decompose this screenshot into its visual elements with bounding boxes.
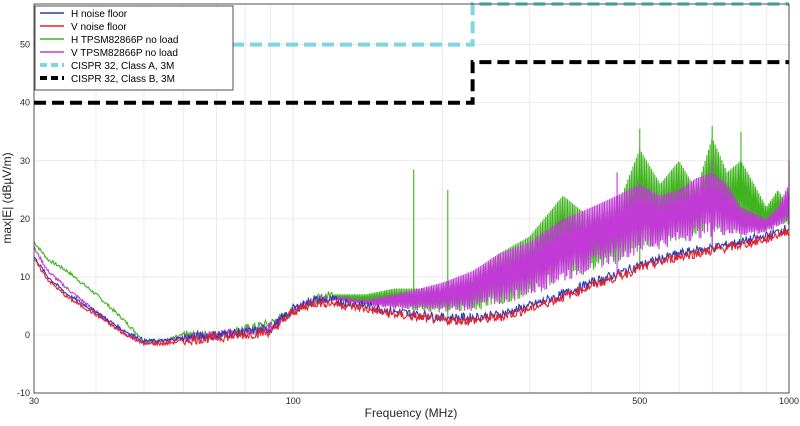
y-tick-label: -10 — [17, 388, 30, 398]
series-line — [33, 172, 790, 346]
legend-label: H noise floor — [71, 9, 128, 20]
legend-box — [34, 5, 234, 91]
y-axis-ticks: -10 0 10 20 30 40 50 — [17, 40, 30, 398]
y-tick-label: 50 — [20, 40, 30, 50]
y-tick-label: 30 — [20, 156, 30, 166]
y-tick-label: 40 — [20, 98, 30, 108]
legend-label: V TPSM82866P no load — [71, 48, 178, 59]
legend-label: V noise floor — [71, 22, 127, 33]
x-tick-label: 500 — [632, 396, 647, 406]
x-tick-label: 30 — [29, 396, 39, 406]
y-tick-label: 20 — [20, 214, 30, 224]
legend-label: CISPR 32, Class A, 3M — [71, 61, 174, 72]
y-axis-title: max|E| (dBµV/m) — [0, 152, 14, 243]
series-line — [34, 60, 789, 105]
legend-label: CISPR 32, Class B, 3M — [71, 74, 175, 85]
x-axis-title: Frequency (MHz) — [365, 406, 458, 420]
x-tick-label: 100 — [286, 396, 301, 406]
plot-frame — [33, 3, 790, 394]
series-line — [33, 228, 790, 347]
series-line — [33, 224, 790, 344]
series-line — [33, 138, 790, 344]
x-tick-label: 1000 — [779, 396, 799, 406]
legend-label: H TPSM82866P no load — [71, 35, 178, 46]
x-axis-ticks: 30 100 500 1000 — [29, 396, 799, 406]
legend: H noise floor V noise floor H TPSM82866P n… — [34, 5, 234, 91]
y-tick-label: 0 — [25, 330, 30, 340]
y-tick-label: 10 — [20, 272, 30, 282]
